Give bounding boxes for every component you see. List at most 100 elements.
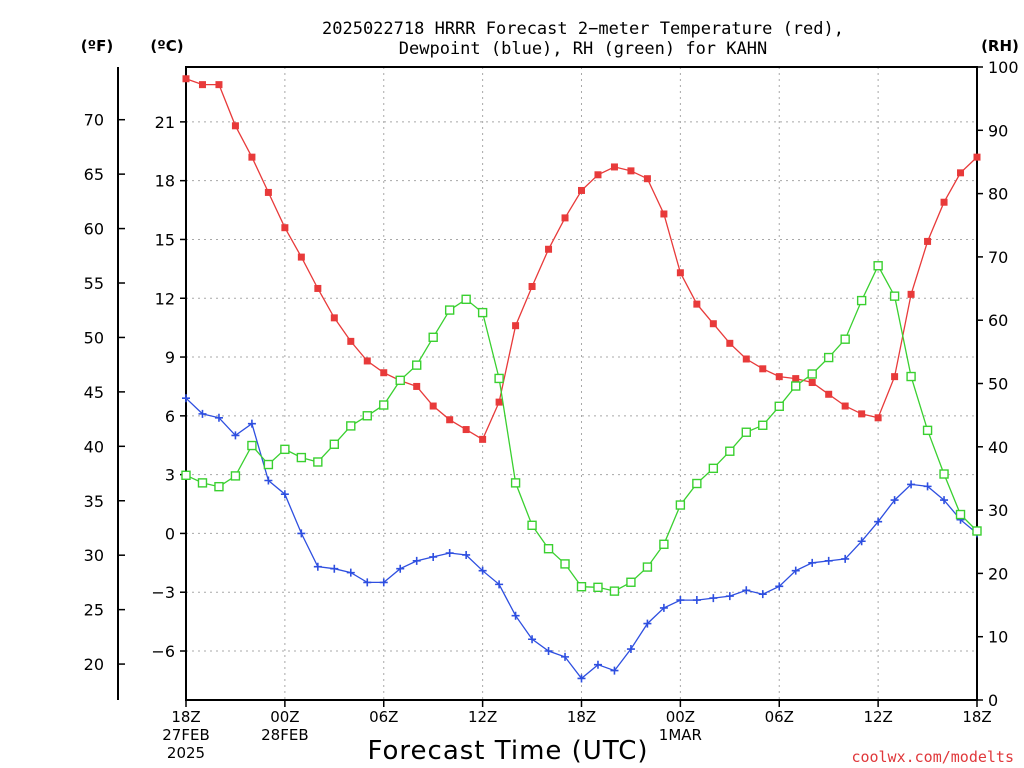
temperature-point — [775, 373, 783, 381]
temperature-point — [347, 337, 355, 345]
dewpoint-point — [511, 611, 520, 620]
temperature-point — [709, 320, 717, 328]
temperature-point — [808, 379, 816, 387]
rh-point — [346, 421, 356, 431]
rh-point — [428, 332, 438, 342]
temperature-point — [792, 375, 800, 383]
fahrenheit-tick-label: 35 — [84, 492, 104, 511]
dewpoint-point — [264, 476, 273, 485]
temperature-point — [182, 75, 190, 83]
rh-tick-label: 80 — [988, 185, 1008, 204]
celsius-tick-label: 9 — [165, 348, 175, 367]
dewpoint-point — [577, 674, 586, 683]
fahrenheit-tick-label: 30 — [84, 546, 104, 565]
x-tick-label: 28FEB — [261, 726, 308, 744]
rh-point — [247, 440, 257, 451]
rh-point — [296, 452, 307, 463]
temperature-point — [610, 163, 618, 171]
dewpoint-point — [758, 590, 767, 599]
dewpoint-point — [593, 660, 602, 669]
rh-point — [527, 520, 537, 530]
rh-point — [263, 459, 274, 470]
dewpoint-point — [396, 564, 405, 573]
dewpoint-point — [544, 647, 553, 656]
temperature-point — [248, 153, 256, 161]
rh-point — [955, 509, 966, 520]
rh-point — [642, 562, 653, 572]
rh-point — [444, 305, 455, 315]
rh-point — [741, 427, 751, 437]
rh-tick-label: 40 — [988, 438, 1008, 457]
rh-point — [477, 307, 488, 318]
dewpoint-point — [709, 594, 718, 603]
dewpoint-point — [907, 480, 916, 489]
rh-point — [609, 586, 620, 596]
credit-link[interactable]: coolwx.com/modelts — [851, 748, 1014, 766]
dewpoint-point — [182, 394, 190, 403]
rh-point — [230, 471, 241, 481]
rh-point — [807, 369, 817, 379]
temperature-point — [924, 237, 932, 245]
rh-tick-label: 50 — [988, 375, 1008, 394]
dewpoint-point — [659, 603, 668, 612]
dewpoint-point — [824, 556, 833, 565]
rh-point — [593, 582, 603, 593]
temperature-point — [545, 245, 553, 253]
rh-point — [197, 478, 208, 488]
temperature-point — [413, 382, 421, 390]
rh-point — [873, 261, 883, 271]
rh-tick-label: 0 — [988, 691, 998, 710]
rh-point — [856, 295, 867, 306]
dewpoint-point — [495, 580, 504, 589]
temperature-point — [726, 339, 734, 347]
dewpoint-point — [363, 578, 372, 587]
rh-point — [889, 291, 900, 301]
dewpoint-point — [791, 566, 800, 575]
chart-title-line-1: 2025022718 HRRR Forecast 2−meter Tempera… — [322, 19, 844, 39]
temperature-point — [627, 167, 635, 175]
rh-point — [214, 481, 224, 492]
x-tick-label: 12Z — [468, 708, 497, 726]
dewpoint-point — [445, 549, 454, 558]
dewpoint-point — [561, 652, 570, 661]
dewpoint-point — [297, 529, 306, 538]
rh-point — [379, 400, 389, 410]
celsius-tick-label: −6 — [151, 642, 175, 661]
rh-point — [362, 411, 372, 421]
fahrenheit-tick-label: 60 — [84, 220, 104, 239]
rh-point — [543, 544, 554, 554]
data-series — [181, 75, 982, 683]
dewpoint-point — [874, 517, 883, 526]
temperature-point — [561, 214, 569, 222]
dewpoint-point — [857, 537, 866, 546]
dewpoint-point — [280, 490, 289, 499]
rh-point — [395, 375, 405, 386]
rh-point — [560, 559, 570, 569]
rh-point — [840, 334, 850, 344]
fahrenheit-tick-label: 70 — [84, 111, 104, 130]
celsius-unit-label: (ºC) — [150, 37, 183, 55]
temperature-point — [973, 153, 981, 161]
temperature-point — [742, 355, 750, 363]
dewpoint-point — [808, 558, 817, 567]
x-tick-label: 18Z — [567, 708, 596, 726]
dewpoint-point — [725, 592, 734, 601]
dewpoint-point — [462, 550, 471, 559]
temperature-point — [858, 410, 866, 418]
dewpoint-point — [841, 554, 850, 563]
temperature-point — [841, 402, 849, 410]
celsius-tick-label: 0 — [165, 524, 175, 543]
dewpoint-point — [692, 596, 701, 605]
fahrenheit-tick-label: 65 — [84, 165, 104, 184]
temperature-point — [891, 373, 899, 381]
temperature-point — [825, 390, 833, 398]
fahrenheit-unit-label: (ºF) — [81, 37, 113, 55]
fahrenheit-tick-label: 20 — [84, 655, 104, 674]
rh-point — [939, 469, 949, 479]
grid-lines — [186, 67, 977, 700]
rh-point — [725, 446, 735, 456]
temperature-point — [429, 402, 437, 410]
x-tick-label: 06Z — [369, 708, 398, 726]
rh-point — [280, 444, 290, 455]
